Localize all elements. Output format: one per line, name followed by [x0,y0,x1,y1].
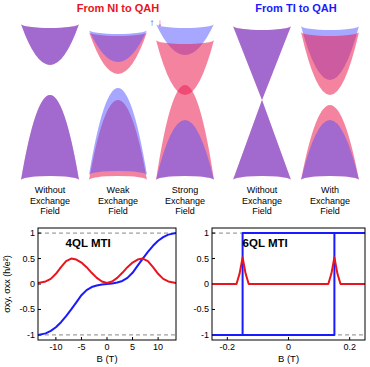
x-tick-label: 0 [286,342,291,352]
y-tick-label: 0.5 [22,254,35,264]
band [156,85,214,180]
reference-line [38,334,176,335]
x-tick-label: 10 [153,342,163,352]
panel-label: WithoutExchangeField [30,185,70,216]
y-tick-label: 0.5 [196,254,209,264]
chart-title: 6QL MTI [243,237,288,249]
chart: -1 -0.5 0 0.5 1 -10 -5 0 5 10 4QL MTI B (T) σxy, σxx… [2,228,176,364]
band [89,88,147,175]
panel-label-line: Field [108,206,128,216]
y-tick-label: -0.5 [19,304,35,314]
band [301,105,359,180]
panel-label-line: Exchange [242,196,282,206]
chart-title: 4QL MTI [66,237,111,249]
spin-symbol: ↑ [150,17,155,28]
band [301,120,359,180]
panel-label-line: Field [252,206,272,216]
y-axis-label: σxy, σxx (h/e²) [2,255,12,312]
plot-frame [212,228,365,340]
chart: -1 -0.5 0 0.5 1 -0.2 0 0.2 6QL MTI B (T) [193,228,365,364]
y-tick-label: 0 [30,279,35,289]
band-diagrams: WithoutExchangeFieldWeakExchangeFieldStr… [21,24,359,216]
series-line [212,233,365,335]
y-tick-label: -0.5 [193,304,209,314]
plot-data [38,233,176,335]
series-line [38,259,176,283]
panel-label-line: Weak [107,185,130,195]
band-panel: WithoutExchangeField [233,26,291,216]
band-panel: WithExchangeField [301,26,359,216]
x-tick-label: 0 [104,342,109,352]
panel-label: WithoutExchangeField [242,185,282,216]
band-panel: StrongExchangeField [156,24,214,216]
x-axis-label: B (T) [96,353,117,364]
band [233,26,291,100]
plot-frame [38,228,176,340]
figure: WithoutExchangeFieldWeakExchangeFieldStr… [0,0,370,367]
panel-label-line: Without [35,185,66,195]
x-axis-label: B (T) [278,353,299,364]
y-tick-label: 1 [30,228,35,238]
panel-label-line: With [321,185,339,195]
band [233,100,291,180]
panel-label-line: Exchange [30,196,70,206]
panel-title: From TI to QAH [255,2,336,14]
plot-data [212,233,365,335]
band [233,26,291,100]
band [21,24,79,65]
y-tick-label: 0 [204,279,209,289]
x-tick-label: -0.2 [220,342,236,352]
band-panel: WeakExchangeField [89,30,147,216]
panel-label-line: Field [40,206,60,216]
y-tick-label: 1 [204,228,209,238]
panel-label-line: Field [175,206,195,216]
spin-symbol: ↓ [158,17,163,28]
x-tick-label: -5 [77,342,85,352]
band [156,120,214,180]
panel-label: WeakExchangeField [98,185,138,216]
band [21,24,79,65]
panel-label-line: Field [320,206,340,216]
panel-label: WithExchangeField [310,185,350,216]
band [89,30,147,62]
band [301,32,359,95]
panel-label-line: Without [247,185,278,195]
panel-label-line: Exchange [165,196,205,206]
series-line [212,258,365,284]
y-tick-label: -1 [201,330,209,340]
panel-label: StrongExchangeField [165,185,205,216]
panel-label-line: Exchange [310,196,350,206]
band [21,95,79,180]
band-panel: WithoutExchangeField [21,24,79,216]
x-tick-label: -10 [49,342,62,352]
y-tick-label: -1 [27,330,35,340]
reference-line [38,233,176,234]
band [21,95,79,180]
series-line [38,233,176,335]
panel-label-line: Exchange [98,196,138,206]
x-tick-label: 0.2 [343,342,356,352]
x-tick-label: 5 [130,342,135,352]
panel-label-line: Strong [172,185,199,195]
panel-title: From NI to QAH [77,2,160,14]
band [233,100,291,180]
